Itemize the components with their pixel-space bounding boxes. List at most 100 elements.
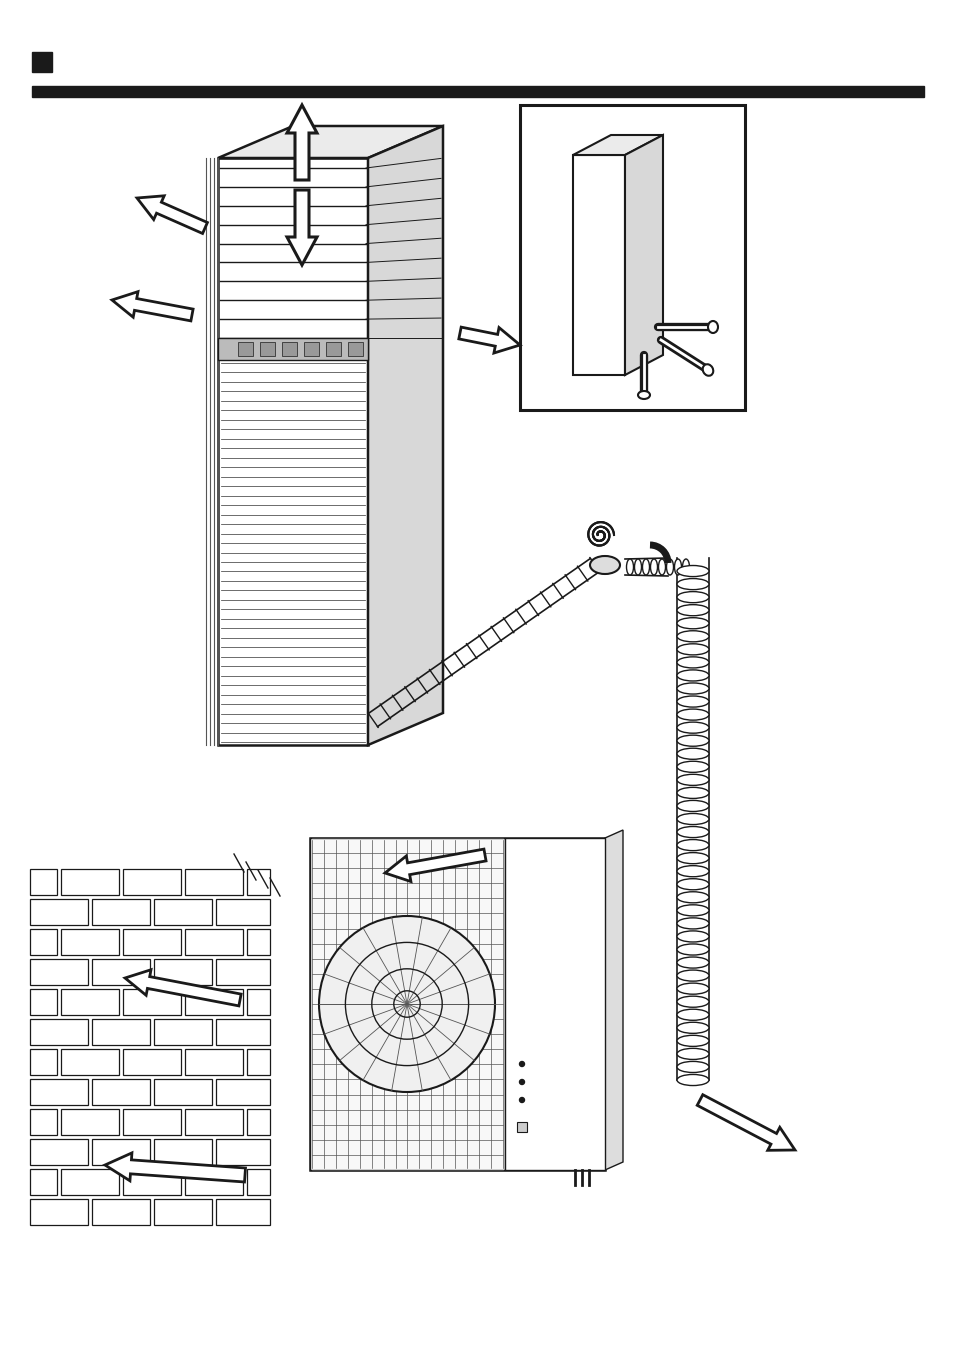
Polygon shape — [368, 126, 442, 745]
Bar — [304, 342, 318, 356]
Bar — [247, 1168, 270, 1196]
Ellipse shape — [677, 1049, 708, 1060]
Ellipse shape — [677, 592, 708, 603]
Bar — [123, 1109, 181, 1134]
Bar — [215, 1079, 270, 1105]
Bar — [123, 868, 181, 896]
Bar — [91, 898, 150, 925]
Ellipse shape — [677, 866, 708, 877]
Bar — [30, 1049, 57, 1075]
Ellipse shape — [677, 879, 708, 890]
Ellipse shape — [641, 559, 649, 575]
Ellipse shape — [634, 559, 640, 575]
Polygon shape — [573, 155, 624, 375]
Ellipse shape — [677, 801, 708, 811]
Ellipse shape — [677, 1075, 708, 1086]
Bar — [123, 1168, 181, 1196]
FancyArrow shape — [287, 190, 316, 265]
Bar — [30, 1109, 57, 1134]
Bar — [30, 989, 57, 1015]
Bar — [153, 1139, 212, 1166]
Bar — [153, 1019, 212, 1045]
Ellipse shape — [677, 775, 708, 786]
Bar — [123, 989, 181, 1015]
Bar — [30, 868, 57, 896]
Ellipse shape — [677, 996, 708, 1007]
Ellipse shape — [677, 657, 708, 668]
Ellipse shape — [677, 826, 708, 837]
FancyArrow shape — [112, 292, 193, 320]
FancyArrow shape — [105, 1153, 245, 1182]
Bar — [215, 959, 270, 985]
Bar — [30, 1200, 88, 1225]
Ellipse shape — [702, 364, 713, 376]
Bar — [32, 85, 923, 96]
Bar — [247, 1109, 270, 1134]
Bar — [185, 930, 243, 955]
Bar — [310, 839, 504, 1170]
FancyArrow shape — [697, 1095, 794, 1151]
Bar — [61, 1168, 119, 1196]
Ellipse shape — [677, 982, 708, 995]
Bar — [185, 1168, 243, 1196]
Bar — [91, 1139, 150, 1166]
Ellipse shape — [677, 722, 708, 733]
Polygon shape — [604, 830, 622, 1170]
Ellipse shape — [650, 559, 657, 575]
Ellipse shape — [677, 696, 708, 707]
Bar — [237, 342, 253, 356]
Bar — [30, 1168, 57, 1196]
Ellipse shape — [677, 578, 708, 590]
FancyArrow shape — [287, 104, 316, 180]
Bar — [310, 839, 604, 1170]
Bar — [30, 930, 57, 955]
Bar — [348, 342, 363, 356]
Ellipse shape — [677, 670, 708, 681]
Bar — [30, 1019, 88, 1045]
Bar — [215, 1200, 270, 1225]
Bar — [91, 1200, 150, 1225]
Bar — [519, 104, 744, 410]
Ellipse shape — [677, 566, 708, 577]
Bar — [30, 1079, 88, 1105]
Polygon shape — [218, 126, 442, 157]
Bar — [215, 898, 270, 925]
Ellipse shape — [677, 892, 708, 902]
Ellipse shape — [677, 1035, 708, 1046]
Bar — [326, 342, 340, 356]
FancyArrow shape — [385, 849, 485, 882]
Ellipse shape — [589, 556, 619, 574]
Circle shape — [519, 1080, 524, 1084]
Bar — [215, 1019, 270, 1045]
Bar — [247, 868, 270, 896]
Bar — [61, 1109, 119, 1134]
Bar — [185, 1049, 243, 1075]
Ellipse shape — [677, 643, 708, 655]
Bar — [61, 989, 119, 1015]
Bar — [215, 1139, 270, 1166]
Bar — [123, 930, 181, 955]
Bar — [30, 898, 88, 925]
Bar — [282, 342, 296, 356]
Ellipse shape — [677, 852, 708, 863]
Ellipse shape — [677, 917, 708, 930]
Bar — [32, 52, 52, 72]
Ellipse shape — [677, 1061, 708, 1072]
Bar — [185, 868, 243, 896]
Bar — [153, 959, 212, 985]
Polygon shape — [573, 134, 662, 155]
Bar — [61, 1049, 119, 1075]
Ellipse shape — [677, 931, 708, 942]
Bar — [91, 1079, 150, 1105]
Ellipse shape — [707, 322, 718, 332]
Bar — [153, 1200, 212, 1225]
Ellipse shape — [677, 813, 708, 825]
Bar — [91, 959, 150, 985]
Ellipse shape — [638, 391, 649, 399]
Bar — [185, 1109, 243, 1134]
Ellipse shape — [681, 559, 689, 575]
Bar — [185, 989, 243, 1015]
Bar — [30, 1139, 88, 1166]
Bar — [30, 959, 88, 985]
Ellipse shape — [677, 1010, 708, 1020]
